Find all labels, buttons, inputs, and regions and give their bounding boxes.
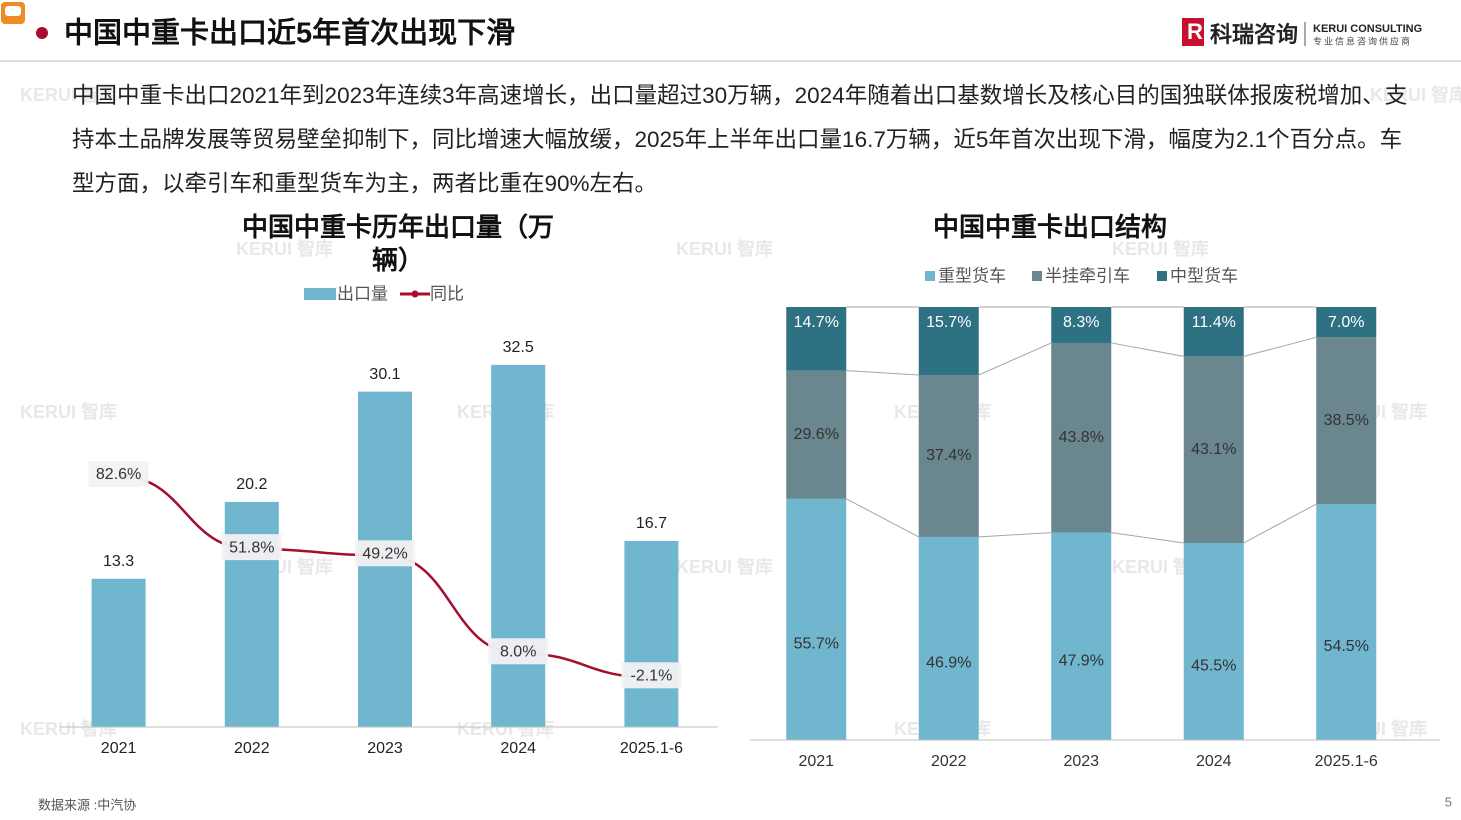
bar-segment — [1183, 307, 1244, 357]
bar-segment — [1051, 532, 1112, 740]
summary-paragraph: 中国中重卡出口2021年到2023年连续3年高速增长，出口量超过30万辆，202… — [72, 83, 1408, 196]
data-label: 47.9% — [1059, 653, 1104, 670]
x-tick-label: 2025.1-6 — [620, 740, 683, 757]
series-connector — [1243, 336, 1317, 357]
x-tick-label: 2022 — [931, 753, 967, 770]
data-label: 16.7 — [636, 515, 667, 532]
data-label: 37.4% — [926, 447, 971, 464]
data-label-bg — [221, 534, 282, 561]
logo-en: KERUI CONSULTING — [1313, 23, 1422, 35]
legend-label: 中型货车 — [1170, 266, 1238, 285]
legend-label: 半挂牵引车 — [1045, 266, 1130, 285]
data-label-bg — [88, 460, 149, 487]
logo-sub: 专业信息咨询供应商 — [1313, 35, 1412, 46]
series-connector — [1111, 342, 1184, 357]
logo-mark — [1182, 18, 1204, 46]
data-label: 49.2% — [362, 546, 407, 563]
bar-segment — [1051, 307, 1112, 343]
data-label: 46.9% — [926, 655, 971, 672]
bar-segment — [1316, 307, 1377, 338]
x-tick-label: 2021 — [798, 753, 834, 770]
bar-segment — [786, 498, 847, 740]
bar-segment — [1316, 504, 1377, 740]
data-label: 13.3 — [103, 553, 134, 570]
x-tick-label: 2023 — [1063, 753, 1099, 770]
series-connector — [978, 532, 1052, 538]
data-label: 45.5% — [1191, 658, 1236, 675]
bar-segment — [918, 374, 979, 537]
legend-swatch — [411, 290, 419, 298]
chart-title: 中国中重卡历年出口量（万辆） — [241, 212, 554, 275]
series-connector — [978, 342, 1052, 376]
legend-swatch — [925, 271, 935, 281]
data-label-bg — [355, 540, 415, 567]
legend-label: 重型货车 — [938, 266, 1006, 285]
series-connector — [846, 498, 919, 538]
legend-label: 出口量 — [337, 284, 388, 303]
data-label: 43.8% — [1059, 429, 1104, 446]
comment-icon-inner — [5, 6, 21, 16]
data-label: 20.2 — [236, 476, 267, 493]
logo-text: 科瑞咨询 — [1210, 22, 1298, 47]
bar-segment — [786, 370, 847, 499]
x-tick-label: 2024 — [500, 740, 536, 757]
bar — [491, 364, 546, 727]
watermark: KERUI 智库 — [676, 238, 773, 259]
data-label: 30.1 — [369, 366, 400, 383]
data-label: 14.7% — [794, 314, 839, 331]
data-label: 29.6% — [794, 426, 839, 443]
bar-segment — [786, 307, 847, 371]
watermark: KERUI 智库 — [20, 401, 117, 422]
bar-segment — [1051, 342, 1112, 533]
bar-segment — [1316, 337, 1377, 505]
chart-title: 中国中重卡出口结构 — [932, 212, 1167, 242]
page-title: 中国中重卡出口近5年首次出现下滑 — [64, 16, 515, 50]
title-bullet — [36, 27, 48, 39]
series-connector — [1111, 532, 1184, 544]
data-label: 82.6% — [96, 466, 141, 483]
data-label: 8.3% — [1063, 314, 1099, 331]
series-connector — [1243, 503, 1317, 544]
x-tick-label: 2022 — [234, 740, 270, 757]
bar — [91, 578, 146, 727]
page-number: 5 — [1445, 794, 1452, 809]
data-label: 51.8% — [229, 539, 274, 556]
legend-swatch — [1032, 271, 1042, 281]
watermark: KERUI 智库 — [1370, 84, 1461, 105]
data-label: 54.5% — [1324, 638, 1369, 655]
data-label: 55.7% — [794, 636, 839, 653]
legend-swatch — [304, 288, 336, 300]
data-label: 32.5 — [503, 339, 534, 356]
bar-segment — [918, 536, 979, 740]
watermark: KERUI 智库 — [676, 556, 773, 577]
logo-letter: R — [1187, 19, 1203, 44]
source: 数据来源 :中汽协 — [38, 797, 136, 812]
watermark: KERUI 智库 — [20, 84, 117, 105]
bar-segment — [918, 307, 979, 375]
data-label: 15.7% — [926, 314, 971, 331]
bar-segment — [1183, 542, 1244, 740]
data-label: 7.0% — [1328, 314, 1364, 331]
data-label: 8.0% — [500, 643, 536, 660]
data-label-bg — [621, 662, 682, 689]
x-tick-label: 2021 — [101, 740, 137, 757]
series-connector — [846, 370, 919, 376]
data-label: 38.5% — [1324, 412, 1369, 429]
x-tick-label: 2023 — [367, 740, 403, 757]
watermark: KERUI 智库 — [1112, 238, 1209, 259]
x-tick-label: 2025.1-6 — [1315, 753, 1378, 770]
data-label-bg — [488, 638, 549, 665]
legend-swatch — [1157, 271, 1167, 281]
data-label: 11.4% — [1192, 314, 1236, 331]
bar-segment — [1183, 356, 1244, 543]
bar — [624, 540, 679, 727]
data-label: -2.1% — [631, 668, 673, 685]
data-label: 43.1% — [1191, 441, 1236, 458]
legend-label: 同比 — [430, 284, 464, 303]
watermark: KERUI 智库 — [236, 238, 333, 259]
x-tick-label: 2024 — [1196, 753, 1232, 770]
